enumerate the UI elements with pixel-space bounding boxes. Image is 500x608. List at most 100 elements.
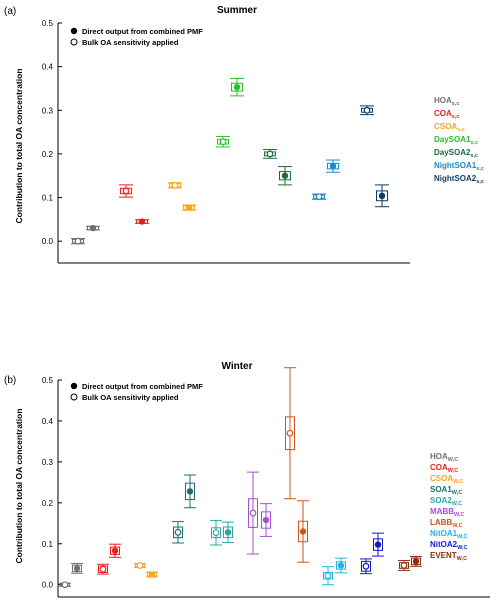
category-label: COAs,c	[434, 109, 459, 120]
category-subscript: W,C	[448, 468, 458, 474]
y-tick-label: 0.2	[42, 150, 54, 159]
category-subscript: s,c	[470, 153, 478, 159]
data-point-bulk	[315, 193, 323, 201]
category-name: COA	[434, 109, 452, 118]
data-point-bulk	[324, 572, 332, 580]
category-name: SOA2	[430, 496, 452, 505]
y-tick-label: 0.0	[42, 581, 54, 590]
category-subscript: W,C	[457, 545, 467, 551]
data-point-pmf	[412, 558, 420, 565]
data-point-pmf	[186, 488, 194, 495]
y-tick-label: 0.5	[42, 19, 54, 28]
category-name: EVENT	[430, 551, 457, 560]
category-subscript: s,c	[457, 127, 465, 133]
category-subscript: W,C	[457, 556, 467, 562]
interquartile-box	[361, 560, 371, 572]
data-point-pmf	[337, 562, 345, 569]
data-point-pmf	[224, 529, 232, 536]
category-label: CSOAs,c	[434, 122, 465, 133]
category-label: SOA2W,C	[430, 496, 462, 507]
category-label: CSOAW,C	[430, 474, 464, 485]
y-tick-label: 0.2	[42, 499, 54, 508]
category-label: NitOA1W,C	[430, 529, 468, 540]
data-point-pmf	[281, 172, 289, 179]
interquartile-box	[298, 520, 308, 543]
data-point-bulk	[400, 562, 408, 569]
legend-marker-filled	[70, 382, 78, 390]
data-point-pmf	[329, 162, 337, 170]
panel-title-winter: Winter	[221, 361, 252, 372]
interquartile-box	[279, 171, 291, 181]
legend-marker-open	[70, 393, 78, 401]
interquartile-box	[248, 498, 258, 528]
category-name: NitOA1	[430, 529, 458, 538]
data-point-bulk	[74, 237, 82, 245]
category-subscript: s,c	[476, 179, 484, 185]
data-point-pmf	[185, 204, 193, 211]
data-point-pmf	[299, 528, 307, 535]
data-point-pmf	[148, 571, 156, 578]
y-tick-label: 0.3	[42, 106, 54, 115]
y-tick-label: 0.3	[42, 458, 54, 467]
data-point-pmf	[374, 541, 382, 548]
category-label: COAW,C	[430, 463, 458, 474]
category-subscript: W,C	[448, 457, 458, 463]
data-point-pmf	[262, 516, 270, 524]
interquartile-box	[110, 546, 120, 555]
legend-marker-open	[70, 38, 78, 46]
interquartile-box	[173, 526, 183, 539]
category-subscript: W,C	[453, 479, 463, 485]
category-label: NitOA2W,C	[430, 540, 468, 551]
data-point-pmf	[138, 218, 146, 225]
data-point-bulk	[266, 150, 274, 158]
y-axis-label-summer: Contribution to total OA concentration	[14, 68, 24, 223]
interquartile-box	[261, 511, 271, 529]
legend-label-pmf: Direct output from combined PMF	[82, 27, 203, 36]
category-subscript: s,c	[452, 101, 460, 107]
category-label: SOA1W,C	[430, 485, 462, 496]
category-subscript: s,c	[452, 114, 460, 120]
legend-label-pmf: Direct output from combined PMF	[82, 382, 203, 391]
data-point-bulk	[174, 528, 182, 536]
panel-summer: (a) Summer Contribution to total OA conc…	[4, 5, 484, 264]
category-name: HOA	[434, 96, 452, 105]
y-tick-label: 0.1	[42, 540, 54, 549]
data-point-pmf	[89, 224, 97, 232]
category-label: LABBW,C	[430, 518, 463, 529]
category-label: NightSOA2s,c	[434, 174, 484, 185]
category-name: CSOA	[430, 474, 453, 483]
category-subscript: W,C	[452, 501, 462, 507]
data-point-bulk	[212, 529, 220, 537]
legend-label-bulk: Bulk OA sensitivity applied	[82, 38, 179, 47]
category-label: DaySOA1s,c	[434, 135, 478, 146]
category-name: NightSOA1	[434, 161, 477, 170]
data-point-bulk	[99, 565, 107, 573]
category-label: NightSOA1s,c	[434, 161, 484, 172]
category-subscript: W,C	[454, 512, 464, 518]
panel-winter: (b) Winter Contribution to total OA conc…	[4, 361, 490, 598]
interquartile-box	[185, 482, 195, 501]
interquartile-box	[373, 538, 383, 551]
category-subscript: s,c	[470, 140, 478, 146]
interquartile-box	[285, 416, 295, 451]
legend-marker-filled	[70, 27, 78, 35]
y-tick-label: 0.5	[42, 376, 54, 385]
data-point-bulk	[219, 138, 227, 146]
category-label: DaySOA2s,c	[434, 148, 478, 159]
panel-title-summer: Summer	[217, 5, 257, 16]
interquartile-box	[223, 526, 233, 539]
category-name: DaySOA2	[434, 148, 471, 157]
category-name: LABB	[430, 518, 452, 527]
data-point-bulk	[61, 581, 69, 589]
category-label: HOAW,C	[430, 452, 458, 463]
category-label: EVENTW,C	[430, 551, 467, 562]
data-point-bulk	[286, 429, 294, 437]
category-label: HOAs,c	[434, 96, 459, 107]
category-subscript: s,c	[476, 166, 484, 172]
category-name: CSOA	[434, 122, 457, 131]
panel-label-a: (a)	[4, 6, 16, 17]
data-point-bulk	[136, 562, 144, 569]
category-subscript: W,C	[457, 534, 467, 540]
data-point-bulk	[171, 181, 179, 189]
